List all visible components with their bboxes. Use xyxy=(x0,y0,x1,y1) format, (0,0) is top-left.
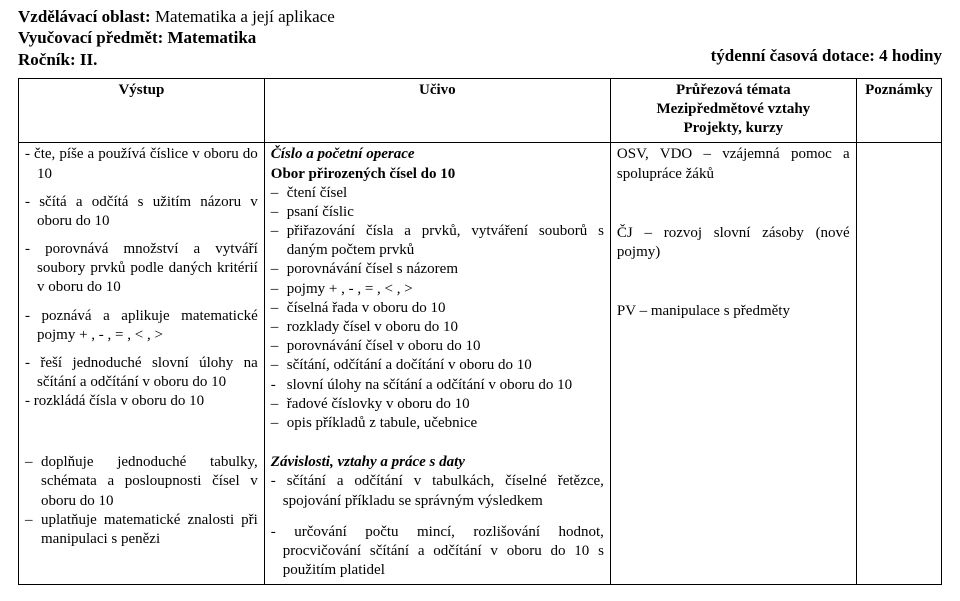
grade-value: II. xyxy=(80,50,97,69)
time-allocation: týdenní časová dotace: 4 hodiny xyxy=(711,46,942,66)
vystup-item: - poznává a aplikuje matematické pojmy +… xyxy=(25,307,258,345)
area-value: Matematika a její aplikace xyxy=(155,7,335,26)
list-item: slovní úlohy na sčítání a odčítání v obo… xyxy=(271,376,604,395)
col-poznamky-header: Poznámky xyxy=(856,78,941,143)
col-vystup-header: Výstup xyxy=(19,78,265,143)
ucivo-list-2: řadové číslovky v oboru do 10 opis příkl… xyxy=(271,395,604,433)
list-item: psaní číslic xyxy=(271,203,604,222)
list-item: porovnávání čísel s názorem xyxy=(271,260,604,279)
list-item: uplatňuje matematické znalosti při manip… xyxy=(25,511,258,549)
list-item: porovnávání čísel v oboru do 10 xyxy=(271,337,604,356)
vystup-item: - porovnává množství a vytváří soubory p… xyxy=(25,240,258,298)
grade-label: Ročník: xyxy=(18,50,76,69)
vystup-list-2: doplňuje jednoduché tabulky, schémata a … xyxy=(25,453,258,549)
prurez-line2: Mezipředmětové vztahy xyxy=(617,100,850,119)
list-item: přiřazování čísla a prvků, vytváření sou… xyxy=(271,222,604,260)
prurez-line3: Projekty, kurzy xyxy=(617,119,850,138)
vystup-item: - rozkládá čísla v oboru do 10 xyxy=(25,392,258,411)
poznamky-cell-2 xyxy=(856,437,941,585)
vystup-cell-2: doplňuje jednoduché tabulky, schémata a … xyxy=(19,437,265,585)
subject-label: Vyučovací předmět: xyxy=(18,28,163,47)
poznamky-cell-1 xyxy=(856,143,941,437)
prurez-item: OSV, VDO – vzájemná pomoc a spolupráce ž… xyxy=(617,145,850,183)
table-row: doplňuje jednoduché tabulky, schémata a … xyxy=(19,437,942,585)
prurez-line1: Průřezová témata xyxy=(617,81,850,100)
curriculum-table: Výstup Učivo Průřezová témata Mezipředmě… xyxy=(18,78,942,586)
vystup-item: - čte, píše a používá číslice v oboru do… xyxy=(25,145,258,183)
col-prurez-header: Průřezová témata Mezipředmětové vztahy P… xyxy=(610,78,856,143)
vystup-item: - sčítá a odčítá s užitím názoru v oboru… xyxy=(25,193,258,231)
prurez-item: ČJ – rozvoj slovní zásoby (nové pojmy) xyxy=(617,224,850,262)
ucivo-section-title-2: Závislosti, vztahy a práce s daty xyxy=(271,453,604,472)
area-label: Vzdělávací oblast: xyxy=(18,7,151,26)
prurez-cell-2 xyxy=(610,437,856,585)
list-item: pojmy + , - , = , < , > xyxy=(271,280,604,299)
vystup-item: - řeší jednoduché slovní úlohy na sčítán… xyxy=(25,354,258,392)
ucivo-cell-2: Závislosti, vztahy a práce s daty - sčít… xyxy=(264,437,610,585)
list-item: doplňuje jednoduché tabulky, schémata a … xyxy=(25,453,258,511)
ucivo-list-dash: slovní úlohy na sčítání a odčítání v obo… xyxy=(271,376,604,395)
ucivo-list-1: čtení čísel psaní číslic přiřazování čís… xyxy=(271,184,604,376)
table-row: - čte, píše a používá číslice v oboru do… xyxy=(19,143,942,437)
ucivo-obor-title: Obor přirozených čísel do 10 xyxy=(271,165,604,184)
header-area: Vzdělávací oblast: Matematika a její apl… xyxy=(18,6,942,27)
list-item: sčítání, odčítání a dočítání v oboru do … xyxy=(271,356,604,375)
ucivo-para: - určování počtu mincí, rozlišování hodn… xyxy=(271,523,604,581)
list-item: čtení čísel xyxy=(271,184,604,203)
col-ucivo-header: Učivo xyxy=(264,78,610,143)
ucivo-section-title: Číslo a početní operace xyxy=(271,145,604,164)
list-item: opis příkladů z tabule, učebnice xyxy=(271,414,604,433)
vystup-cell-1: - čte, píše a používá číslice v oboru do… xyxy=(19,143,265,437)
prurez-cell-1: OSV, VDO – vzájemná pomoc a spolupráce ž… xyxy=(610,143,856,437)
table-header-row: Výstup Učivo Průřezová témata Mezipředmě… xyxy=(19,78,942,143)
list-item: řadové číslovky v oboru do 10 xyxy=(271,395,604,414)
list-item: číselná řada v oboru do 10 xyxy=(271,299,604,318)
ucivo-para: - sčítání a odčítání v tabulkách, číseln… xyxy=(271,472,604,510)
ucivo-cell-1: Číslo a početní operace Obor přirozených… xyxy=(264,143,610,437)
list-item: rozklady čísel v oboru do 10 xyxy=(271,318,604,337)
subject-value: Matematika xyxy=(168,28,257,47)
prurez-item: PV – manipulace s předměty xyxy=(617,302,850,321)
